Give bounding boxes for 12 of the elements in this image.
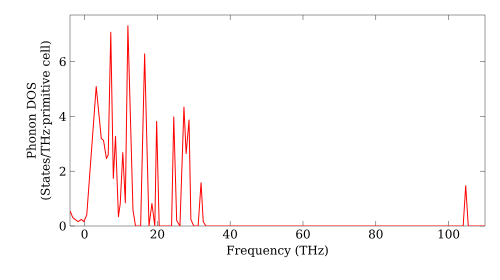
- y-tick-label: 4: [59, 112, 66, 121]
- x-tick-label: 0: [82, 230, 88, 239]
- y-axis-title: Phonon DOS (States/THz·primitive cell): [26, 41, 52, 200]
- x-axis-title: Frequency (THz): [226, 245, 328, 258]
- x-tick-label: 60: [296, 230, 310, 239]
- x-tick-label: 80: [368, 230, 383, 239]
- x-tick-label: 100: [438, 230, 460, 239]
- y-tick-label: 6: [60, 57, 66, 66]
- y-tick-label: 2: [60, 166, 66, 176]
- x-tick-label: 20: [150, 230, 164, 239]
- y-tick-label: 0: [60, 221, 66, 231]
- x-tick-label: 40: [222, 230, 237, 239]
